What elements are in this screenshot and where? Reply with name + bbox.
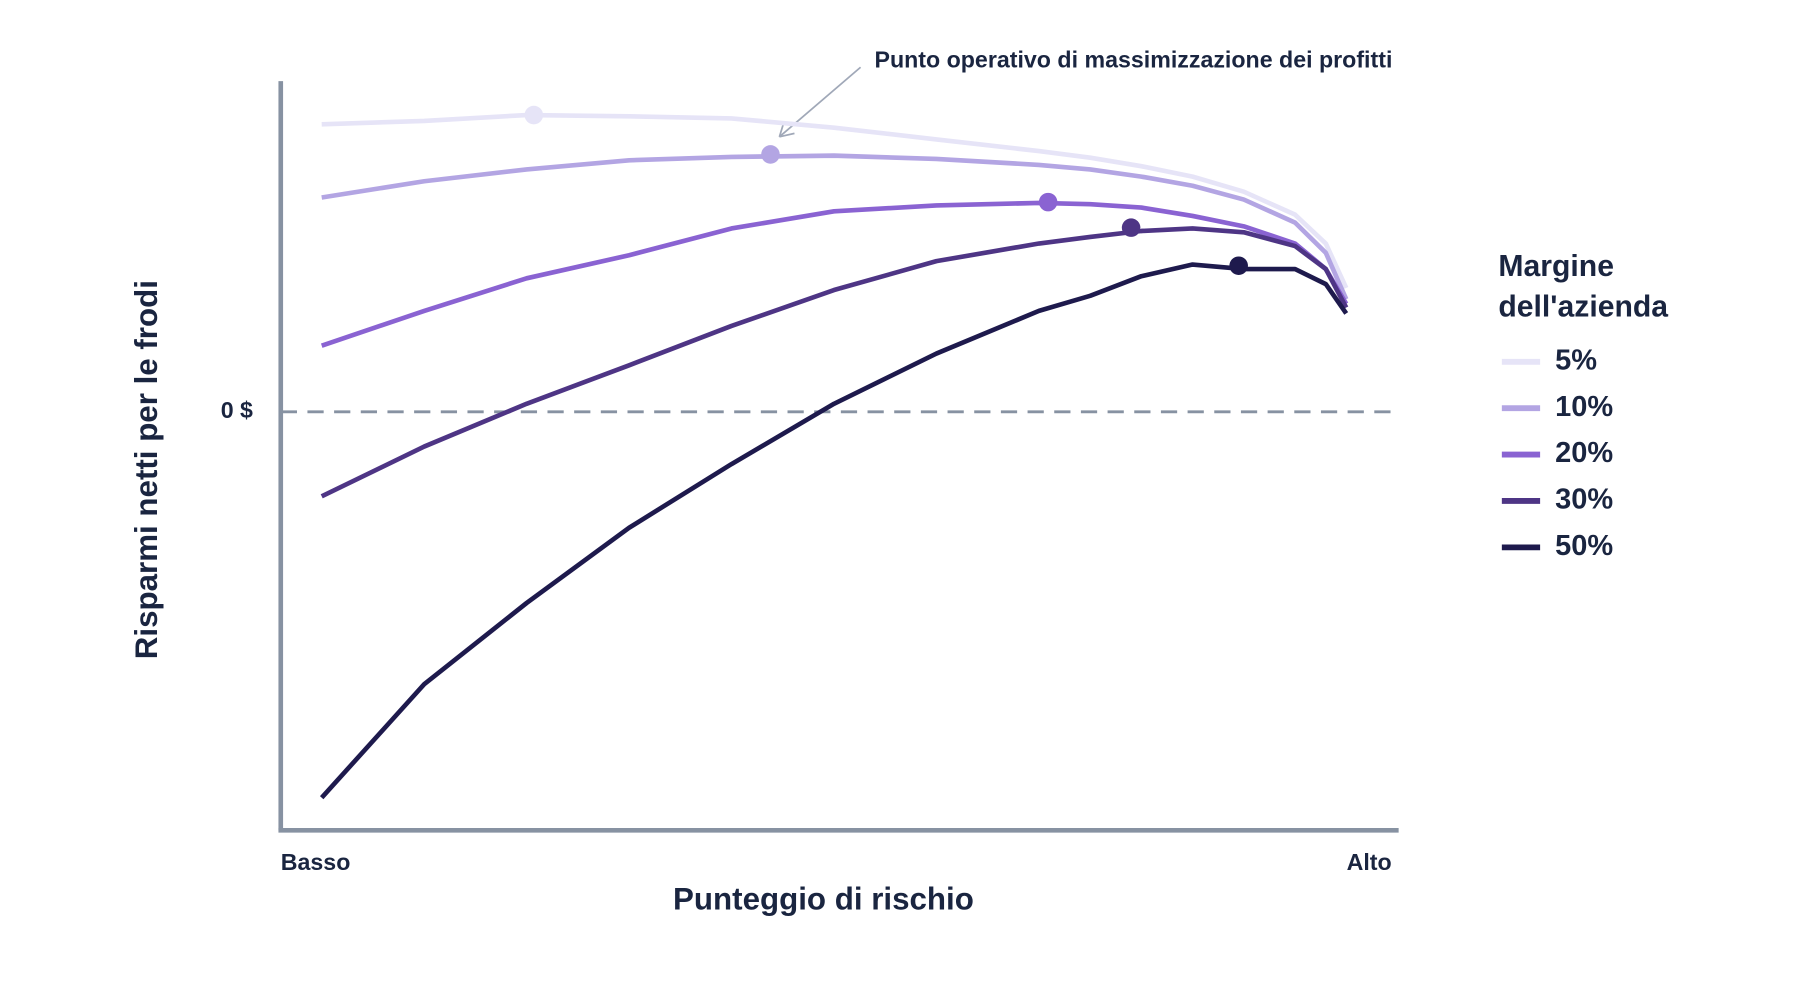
x-tick-label: Basso [281,849,351,875]
legend-label: 10% [1555,391,1613,423]
series-line [321,153,1349,301]
x-axis-title: Punteggio di rischio [673,881,974,916]
series-line [320,200,1349,348]
series-line [320,226,1349,499]
x-tick-label: Alto [1347,849,1392,875]
y-tick-label: 0 $ [221,397,253,423]
series-line [319,262,1349,800]
peak-marker [1229,256,1248,276]
legend-label: 50% [1555,530,1613,562]
peak-marker [1038,192,1058,212]
legend-title-box: Margine dell'azienda [1498,248,1669,324]
series-line [321,112,1349,289]
legend-title: Margine dell'azienda [1498,248,1669,324]
annotation: Punto operativo di massimizzazione dei p… [874,47,1392,73]
legend-label: 5% [1555,344,1597,376]
legend-label: 20% [1555,437,1613,469]
peak-marker [1121,218,1141,237]
legend-label: 30% [1555,484,1613,516]
peak-marker [524,105,544,125]
peak-marker [761,145,780,164]
y-axis-title: Risparmi netti per le frodi [129,280,164,659]
